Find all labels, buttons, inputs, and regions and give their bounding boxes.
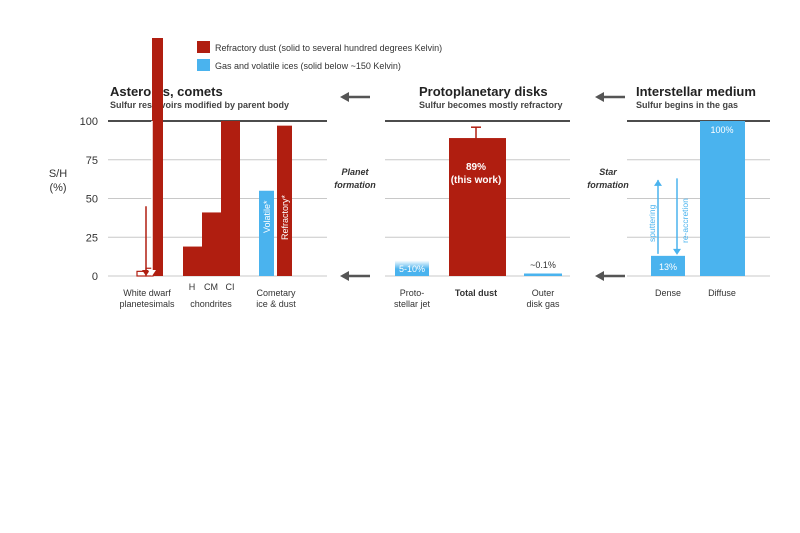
bar-diffuse-ism-12 <box>700 121 745 276</box>
bar-label-dense: 13% <box>659 262 677 272</box>
cat-label-total-dust: Total dust <box>455 288 497 298</box>
legend-label-volatile: Gas and volatile ices (solid below ~150 … <box>215 61 401 71</box>
panel-title-asteroids: Asteroids, comets <box>110 84 223 99</box>
cat-label-jet-2: stellar jet <box>394 299 431 309</box>
bar-chondrites-3 <box>183 246 202 276</box>
cat-label-diffuse: Diffuse <box>708 288 736 298</box>
bar-label-total-dust-2: (this work) <box>451 175 502 186</box>
stage-label-star-2: formation <box>587 180 629 190</box>
bar-label-jet: 5-10% <box>399 264 425 274</box>
bar-label-total-dust-1: 89% <box>466 162 486 173</box>
y-axis-label-2: (%) <box>49 182 66 194</box>
cat-label-jet-1: Proto- <box>400 288 425 298</box>
arrow-label-sputtering: sputtering <box>647 204 657 242</box>
re-accretion-arrow-head <box>673 248 681 255</box>
legend-swatch-volatile <box>197 59 210 71</box>
cat-label-chondrite-cm: CM <box>204 282 218 292</box>
bar-label-outer-disk: ~0.1% <box>530 260 556 270</box>
bar-chondrites-5 <box>221 121 240 276</box>
flow-arrow-bottom-right <box>595 271 625 281</box>
bar-outer-disk-gas-10 <box>524 273 562 276</box>
cat-label-outer-disk-1: Outer <box>532 288 555 298</box>
bar-cometary-ice-dust-7 <box>277 125 292 277</box>
flow-arrow-top-left <box>340 92 370 102</box>
arrow-label-re-accretion: re-accretion <box>680 198 690 243</box>
panel-subtitle-asteroids: Sulfur reservoirs modified by parent bod… <box>110 100 289 110</box>
cat-label-dense: Dense <box>655 288 681 298</box>
wd-arrow-head-2 <box>148 270 156 276</box>
cat-label-cometary-2: ice & dust <box>256 299 296 309</box>
bar-chondrites-4 <box>202 212 221 276</box>
cat-label-outer-disk-2: disk gas <box>526 299 560 309</box>
cat-label-chondrites: chondrites <box>190 299 232 309</box>
y-tick-50: 50 <box>86 194 98 206</box>
sputtering-arrow-head <box>654 179 662 186</box>
bar-white-dwarf-planetesimals-2 <box>152 38 163 276</box>
cat-label-white-dwarf-2: planetesimals <box>119 299 175 309</box>
wd-arrow-head-1 <box>142 270 150 276</box>
flow-arrow-top-right <box>595 92 625 102</box>
y-tick-25: 25 <box>86 232 98 244</box>
bar-total-dust-9 <box>449 138 506 276</box>
bar-dense-ism-11 <box>651 255 685 276</box>
legend-label-refractory: Refractory dust (solid to several hundre… <box>215 43 442 53</box>
panel-subtitle-disks: Sulfur becomes mostly refractory <box>419 100 563 110</box>
bar-label-refractory: Refractory* <box>280 194 290 240</box>
bar-label-volatile: Volatile* <box>262 200 272 233</box>
y-tick-75: 75 <box>86 155 98 167</box>
cat-label-white-dwarf-1: White dwarf <box>123 288 171 298</box>
y-tick-100: 100 <box>80 116 98 128</box>
y-tick-0: 0 <box>92 271 98 283</box>
stage-label-planet-2: formation <box>334 180 376 190</box>
flow-arrow-bottom-left <box>340 271 370 281</box>
stage-label-star-1: Star <box>599 167 617 177</box>
bar-label-diffuse: 100% <box>710 125 733 135</box>
y-axis-label-1: S/H <box>49 168 67 180</box>
bar-protostellar-jet-8 <box>395 260 429 276</box>
bar-cometary-ice-dust-6 <box>259 190 274 276</box>
cat-label-cometary-1: Cometary <box>256 288 296 298</box>
panel-title-ism: Interstellar medium <box>636 84 756 99</box>
panel-subtitle-ism: Sulfur begins in the gas <box>636 100 738 110</box>
panel-title-disks: Protoplanetary disks <box>419 84 548 99</box>
legend-swatch-refractory <box>197 41 210 53</box>
stage-label-planet-1: Planet <box>341 167 369 177</box>
cat-label-chondrite-ci: CI <box>226 282 235 292</box>
cat-label-chondrite-h: H <box>189 282 196 292</box>
